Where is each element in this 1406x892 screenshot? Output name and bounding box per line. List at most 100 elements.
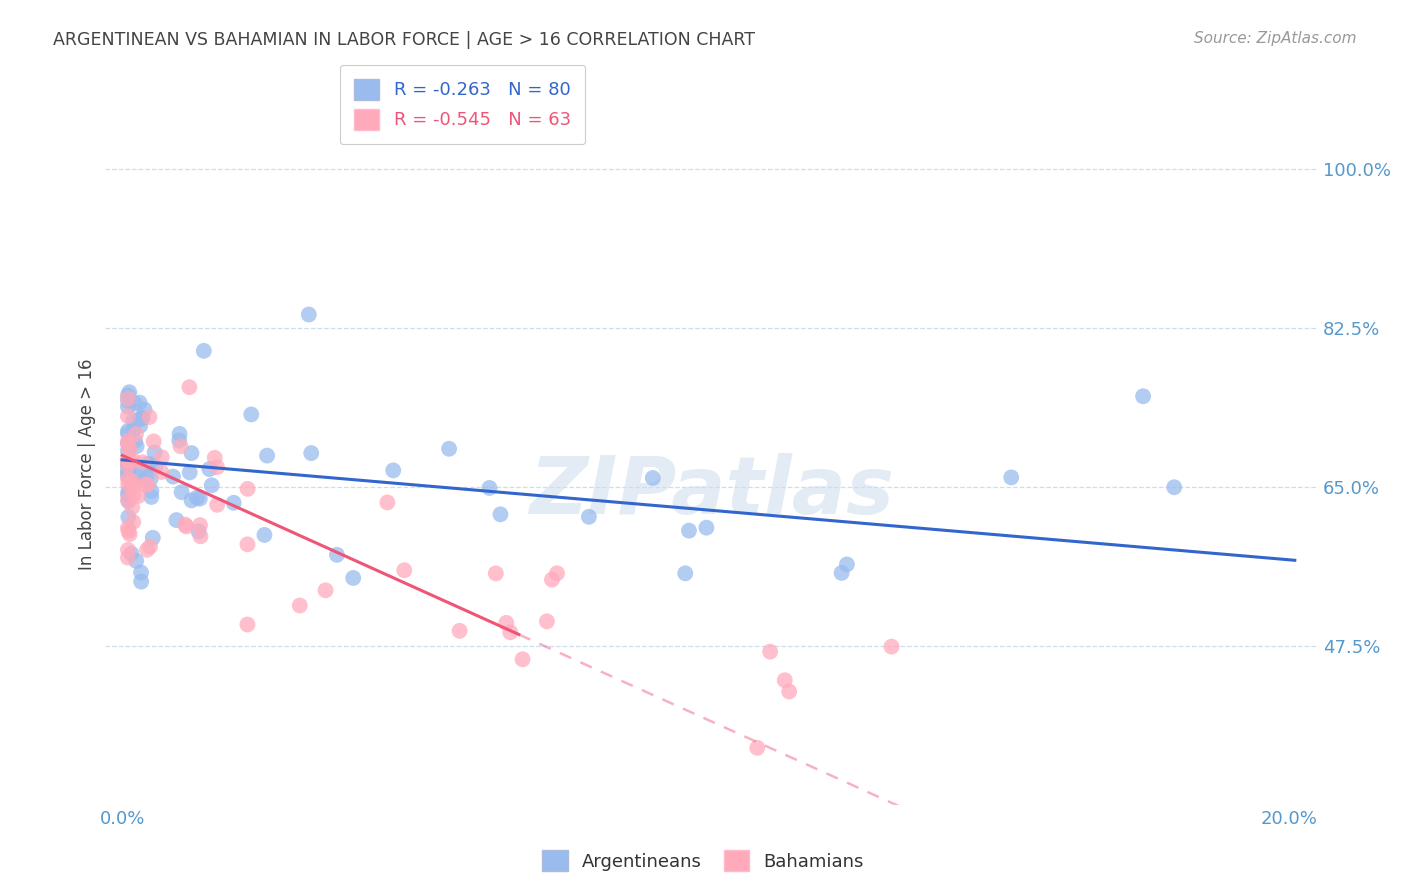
Point [136, 457, 159, 471]
Point [118, 442, 141, 457]
Point [695, 521, 717, 535]
Point [641, 471, 664, 485]
Point [136, 542, 159, 557]
Point [117, 467, 139, 481]
Point [117, 492, 139, 507]
Point [240, 408, 263, 422]
Point [142, 434, 165, 449]
Point [186, 491, 208, 505]
Point [117, 452, 139, 467]
Point [117, 521, 139, 535]
Point [377, 495, 399, 509]
Point [117, 424, 139, 438]
Point [117, 434, 139, 449]
Point [117, 454, 139, 468]
Legend: Argentineans, Bahamians: Argentineans, Bahamians [536, 843, 870, 879]
Point [499, 625, 522, 640]
Point [478, 481, 501, 495]
Point [122, 488, 145, 502]
Point [121, 475, 143, 490]
Point [122, 478, 145, 492]
Point [128, 412, 150, 426]
Point [831, 566, 853, 580]
Point [342, 571, 364, 585]
Point [131, 455, 153, 469]
Point [198, 462, 221, 476]
Point [174, 517, 197, 532]
Point [204, 450, 226, 465]
Point [117, 393, 139, 408]
Point [134, 477, 156, 491]
Text: Source: ZipAtlas.com: Source: ZipAtlas.com [1194, 31, 1357, 46]
Point [167, 434, 190, 448]
Point [179, 380, 201, 394]
Point [673, 566, 696, 581]
Point [180, 493, 202, 508]
Point [117, 469, 139, 483]
Point [1000, 470, 1022, 484]
Point [188, 491, 211, 506]
Point [142, 531, 165, 545]
Point [141, 490, 163, 504]
Point [1163, 480, 1185, 494]
Point [122, 515, 145, 529]
Point [121, 500, 143, 515]
Point [150, 465, 173, 479]
Point [253, 528, 276, 542]
Point [394, 563, 416, 577]
Point [117, 457, 139, 471]
Point [143, 460, 166, 475]
Point [138, 410, 160, 425]
Point [128, 466, 150, 480]
Point [136, 477, 159, 491]
Point [759, 645, 782, 659]
Point [139, 472, 162, 486]
Point [129, 418, 152, 433]
Point [125, 439, 148, 453]
Point [326, 548, 349, 562]
Point [117, 400, 139, 414]
Point [117, 426, 139, 441]
Point [180, 446, 202, 460]
Point [536, 615, 558, 629]
Point [169, 439, 191, 453]
Point [880, 640, 903, 654]
Point [117, 409, 139, 424]
Point [205, 498, 228, 512]
Point [298, 308, 321, 322]
Point [747, 740, 769, 755]
Point [125, 426, 148, 441]
Legend: R = -0.263   N = 80, R = -0.545   N = 63: R = -0.263 N = 80, R = -0.545 N = 63 [340, 64, 585, 145]
Point [449, 624, 471, 638]
Point [129, 574, 152, 589]
Point [117, 436, 139, 450]
Point [187, 524, 209, 539]
Point [190, 529, 212, 543]
Point [118, 454, 141, 468]
Point [117, 483, 139, 498]
Point [131, 411, 153, 425]
Point [118, 385, 141, 400]
Point [125, 554, 148, 568]
Point [117, 494, 139, 508]
Point [382, 463, 405, 477]
Point [485, 566, 508, 581]
Point [678, 524, 700, 538]
Point [201, 478, 224, 492]
Point [143, 445, 166, 459]
Point [117, 543, 139, 558]
Point [117, 477, 139, 491]
Point [236, 482, 259, 496]
Point [117, 487, 139, 501]
Point [489, 508, 512, 522]
Point [121, 453, 143, 467]
Point [546, 566, 568, 581]
Point [773, 673, 796, 688]
Point [120, 474, 142, 488]
Point [256, 449, 278, 463]
Text: ZIPatlas: ZIPatlas [529, 452, 894, 531]
Point [299, 446, 322, 460]
Point [778, 684, 800, 698]
Point [117, 443, 139, 458]
Point [135, 471, 157, 485]
